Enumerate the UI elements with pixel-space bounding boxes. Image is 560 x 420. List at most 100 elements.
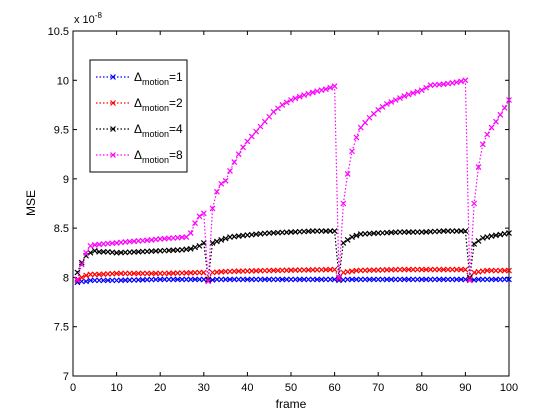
- data-point: [453, 228, 460, 235]
- data-point: [74, 276, 81, 283]
- data-point: [157, 270, 164, 277]
- series-3: [74, 228, 512, 283]
- x-tick-label: 80: [416, 382, 428, 394]
- data-point: [397, 95, 403, 101]
- data-point: [122, 270, 129, 277]
- data-point: [336, 275, 342, 282]
- data-point: [475, 268, 482, 275]
- data-point: [501, 267, 508, 274]
- data-point: [336, 274, 342, 281]
- data-point: [96, 277, 103, 284]
- data-point: [196, 213, 203, 220]
- data-point: [349, 148, 355, 155]
- data-point: [110, 126, 116, 132]
- data-point: [266, 113, 273, 120]
- data-point: [497, 231, 504, 238]
- data-point: [344, 268, 351, 275]
- data-point: [414, 88, 421, 95]
- data-point: [118, 270, 124, 277]
- data-point: [91, 247, 98, 254]
- data-point: [501, 104, 508, 111]
- data-point: [401, 229, 408, 236]
- data-point: [152, 276, 159, 283]
- data-point: [318, 276, 325, 283]
- x-tick-label: 90: [459, 382, 471, 394]
- data-point: [139, 276, 146, 283]
- data-point: [222, 276, 229, 283]
- data-point: [344, 276, 351, 283]
- data-point: [274, 267, 281, 274]
- data-point: [497, 276, 504, 283]
- x-tick-label: 30: [198, 382, 210, 394]
- data-point: [492, 276, 499, 283]
- data-point: [405, 229, 412, 236]
- data-point: [213, 276, 220, 283]
- data-point: [466, 277, 473, 284]
- data-point: [279, 267, 286, 274]
- data-point: [318, 87, 325, 94]
- data-point: [227, 268, 233, 275]
- data-point: [318, 266, 325, 273]
- data-point: [436, 276, 443, 283]
- exponent-label: x 10-8: [74, 11, 102, 26]
- data-point: [179, 276, 185, 283]
- data-point: [353, 276, 360, 283]
- data-point: [301, 276, 308, 283]
- data-point: [248, 133, 255, 140]
- data-point: [375, 106, 382, 113]
- data-point: [462, 276, 469, 283]
- data-point: [283, 276, 290, 283]
- legend-entry-4: Δmotion=8: [96, 148, 183, 165]
- data-point: [218, 237, 225, 243]
- y-tick-label: 9.5: [54, 125, 69, 137]
- data-point: [91, 277, 98, 284]
- data-point: [471, 200, 478, 207]
- data-point: [305, 90, 312, 97]
- data-point: [475, 276, 482, 283]
- data-point: [388, 276, 395, 283]
- x-axis-label: frame: [276, 397, 307, 411]
- data-point: [309, 228, 316, 235]
- data-point: [205, 278, 212, 285]
- data-point: [410, 276, 417, 283]
- data-point: [488, 276, 495, 283]
- data-point: [349, 276, 355, 283]
- data-point: [423, 84, 430, 91]
- data-point: [296, 276, 303, 283]
- data-point: [397, 266, 403, 273]
- data-point: [104, 277, 111, 284]
- data-point: [436, 266, 443, 273]
- data-point: [227, 168, 233, 174]
- data-point: [96, 248, 103, 255]
- data-point: [261, 276, 268, 283]
- data-point: [305, 276, 312, 283]
- data-point: [170, 276, 177, 283]
- data-point: [183, 276, 190, 283]
- data-point: [209, 205, 216, 212]
- data-point: [131, 277, 137, 283]
- data-point: [231, 268, 238, 275]
- data-point: [344, 237, 351, 243]
- data-point: [235, 268, 242, 275]
- data-point: [431, 266, 438, 273]
- data-point: [388, 266, 395, 273]
- y-tick-label: 10.5: [48, 26, 69, 38]
- data-point: [309, 276, 316, 283]
- data-point: [397, 276, 403, 283]
- data-point: [322, 228, 329, 235]
- data-point: [383, 101, 390, 107]
- data-point: [414, 229, 421, 236]
- data-point: [161, 276, 168, 283]
- data-point: [440, 266, 447, 273]
- data-point: [222, 177, 229, 184]
- legend-entry-3: Δmotion=4: [96, 122, 183, 139]
- data-point: [274, 276, 281, 283]
- data-point: [322, 276, 329, 283]
- data-point: [484, 131, 491, 138]
- data-point: [362, 267, 369, 274]
- data-point: [240, 276, 246, 283]
- data-point: [139, 270, 146, 277]
- data-point: [423, 266, 430, 273]
- data-point: [165, 270, 172, 277]
- data-point: [187, 245, 194, 252]
